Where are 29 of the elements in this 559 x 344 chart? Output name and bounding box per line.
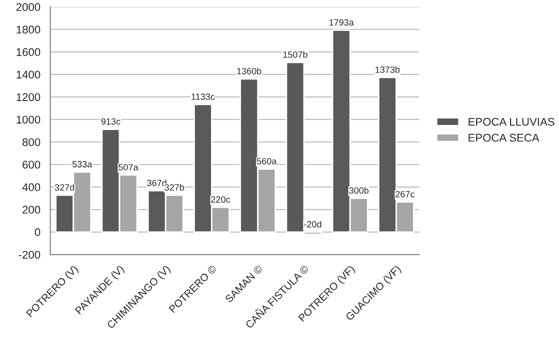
y-tick-label: 0 — [34, 228, 40, 236]
data-label: 267c — [396, 190, 415, 198]
data-label: 1373b — [376, 66, 400, 73]
y-tick-label: 1200 — [16, 93, 40, 102]
data-label: 1133c — [192, 93, 215, 100]
data-label: 300b — [349, 187, 368, 194]
y-tick-label: 1400 — [16, 70, 40, 79]
y-tick-label: 200 — [22, 206, 40, 214]
data-label: 1507b — [283, 51, 308, 58]
data-label: 327d — [54, 184, 74, 191]
y-tick-label: 2000 — [16, 3, 40, 12]
data-label: 913c — [101, 118, 120, 125]
legend-label: EPOCA SECA — [468, 134, 540, 142]
y-tick-label: 800 — [22, 138, 40, 146]
y-tick-label: 1800 — [16, 26, 40, 34]
data-label: 507a — [118, 164, 138, 170]
data-label: 1793a — [329, 19, 354, 26]
y-tick-label: 600 — [22, 160, 40, 169]
data-label: 1360b — [237, 68, 262, 74]
data-label: 327b — [164, 184, 184, 191]
data-label: 560a — [256, 158, 277, 164]
data-label: -20d — [304, 220, 322, 228]
y-tick-label: 400 — [22, 183, 40, 192]
legend-label: EPOCA LLUVIAS — [468, 118, 554, 126]
data-label: 533a — [72, 161, 92, 168]
y-tick-label: -200 — [18, 250, 40, 259]
y-tick-label: 1600 — [16, 48, 40, 56]
y-tick-label: 1000 — [16, 116, 40, 124]
data-label: 220c — [211, 196, 230, 203]
